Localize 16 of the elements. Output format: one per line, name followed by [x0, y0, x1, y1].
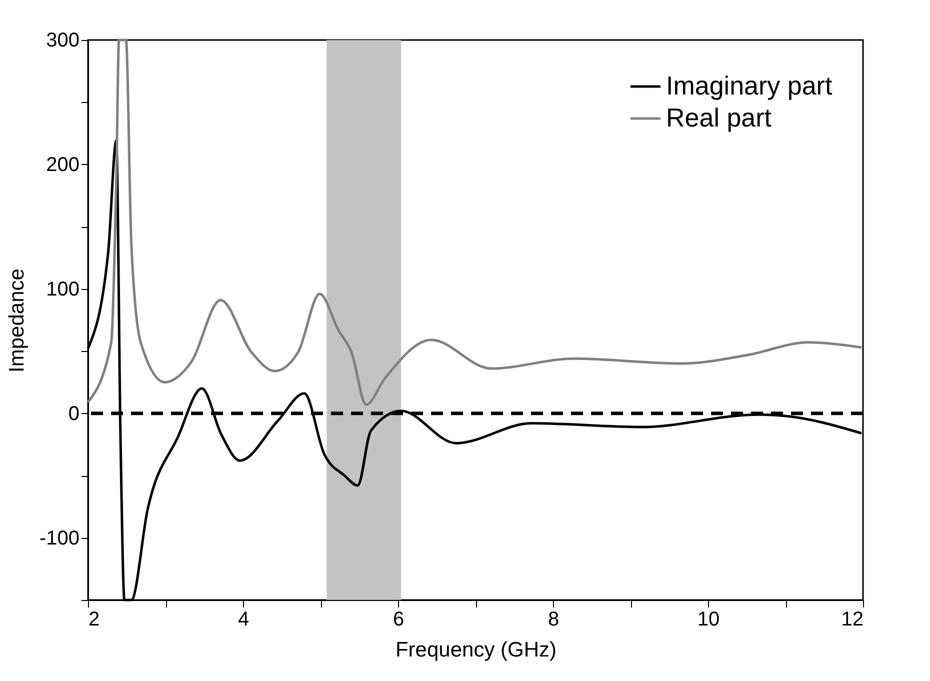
y-tick-label: 300	[46, 30, 80, 52]
x-axis-title: Frequency (GHz)	[395, 638, 557, 662]
y-tick-label: 200	[46, 154, 80, 176]
x-tick-label: 10	[697, 608, 720, 630]
legend-label: Real part	[666, 102, 772, 132]
y-tick-label: -100	[39, 527, 80, 550]
x-tick-label: 2	[88, 608, 100, 630]
x-tick-label: 4	[238, 608, 250, 630]
line-series	[86, 38, 863, 406]
y-tick-label: 0	[68, 402, 80, 425]
y-tick-label: 100	[46, 278, 80, 300]
legend-label: Imaginary part	[666, 70, 833, 100]
x-tick-label: 12	[841, 608, 864, 630]
x-tick-label: 6	[392, 608, 404, 630]
y-axis-title: Impedance	[5, 268, 28, 372]
x-tick-label: 8	[548, 608, 560, 630]
